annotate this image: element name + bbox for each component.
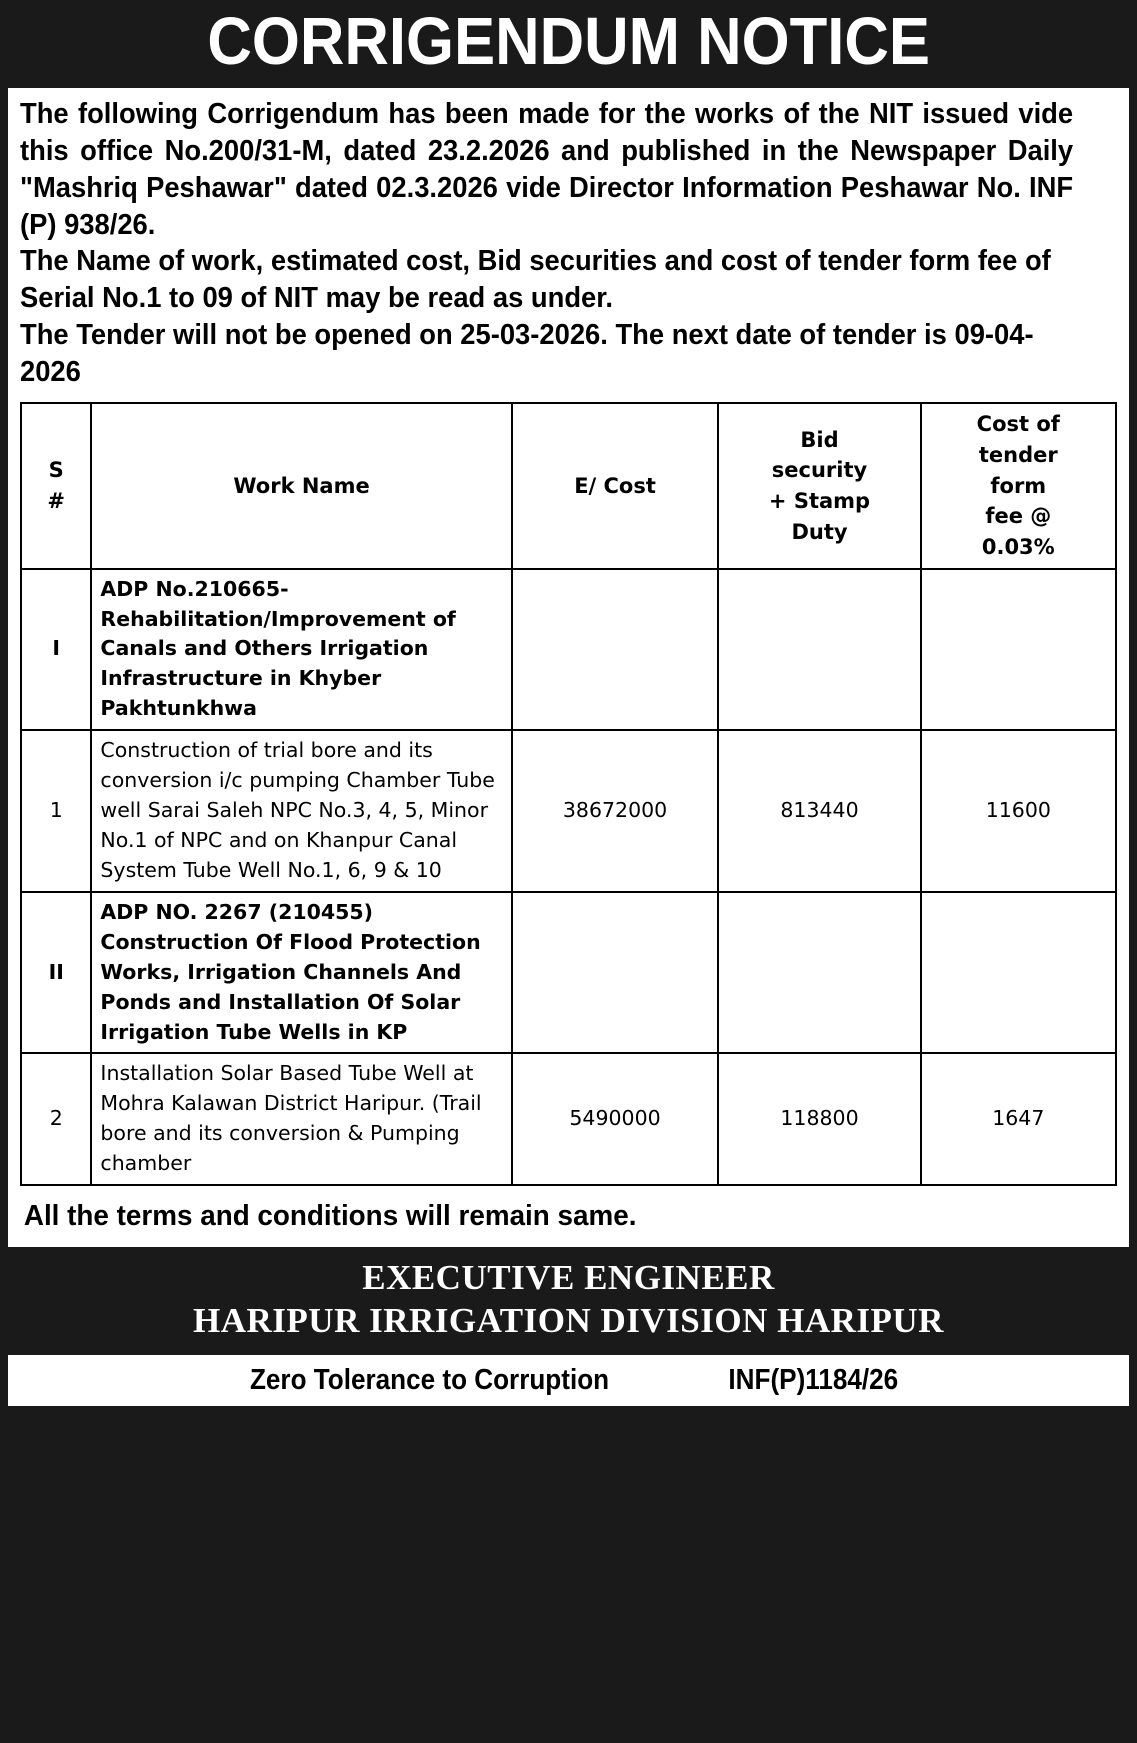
table-row: 1 Construction of trial bore and its con… (19, 729, 1118, 893)
row-bid-security (717, 890, 922, 1055)
row-bid-security: 118800 (717, 1052, 922, 1187)
row-work-name: ADP NO. 2267 (210455) Construction Of Fl… (90, 890, 513, 1055)
row-serial: 2 (19, 1052, 93, 1187)
bottom-padding (0, 1405, 1137, 1416)
column-header-cost-tender-form: Cost of tender form fee @ 0.03% (919, 402, 1118, 570)
bid-head-line2: security (771, 458, 868, 483)
bid-head-line1: Bid (800, 427, 839, 452)
row-e-cost (510, 567, 720, 732)
column-header-work-name: Work Name (90, 402, 513, 570)
row-work-name: Construction of trial bore and its conve… (90, 729, 513, 893)
row-serial: II (19, 890, 93, 1055)
terms-note: All the terms and conditions will remain… (23, 1200, 637, 1233)
signature-office: HARIPUR IRRIGATION DIVISION HARIPUR (193, 1300, 944, 1340)
cost-head-line4: fee @ (985, 504, 1052, 529)
bid-head-line4: Duty (791, 519, 848, 544)
row-serial: 1 (19, 729, 93, 893)
row-e-cost (510, 890, 720, 1055)
intro-text-block: The following Corrigendum has been made … (20, 96, 1073, 390)
table-row: 2 Installation Solar Based Tube Well at … (19, 1052, 1118, 1187)
signature-block: EXECUTIVE ENGINEER HARIPUR IRRIGATION DI… (0, 1247, 1137, 1355)
serial-head-line1: S (48, 458, 64, 483)
corrigendum-table: S # Work Name E/ Cost Bid security + Sta… (19, 402, 1118, 1187)
notice-body: The following Corrigendum has been made … (8, 88, 1129, 1248)
row-cost-tender-form: 1647 (919, 1052, 1118, 1187)
row-cost-tender-form (919, 567, 1118, 732)
title-banner: CORRIGENDUM NOTICE (0, 0, 1137, 89)
row-work-name: Installation Solar Based Tube Well at Mo… (90, 1052, 513, 1187)
cost-head-line3: form (990, 473, 1047, 498)
intro-paragraph-1: The following Corrigendum has been made … (20, 98, 1074, 241)
intro-paragraph-2: The Name of work, estimated cost, Bid se… (20, 245, 1051, 315)
row-e-cost: 38672000 (510, 729, 720, 893)
column-header-serial: S # (19, 402, 93, 570)
page-title: CORRIGENDUM NOTICE (207, 4, 930, 79)
row-cost-tender-form: 11600 (919, 729, 1118, 893)
column-header-bid-security: Bid security + Stamp Duty (717, 402, 922, 570)
row-bid-security (717, 567, 922, 732)
inf-number: INF(P)1184/26 (728, 1363, 898, 1396)
row-e-cost: 5490000 (510, 1052, 720, 1187)
row-cost-tender-form (919, 890, 1118, 1055)
column-header-e-cost: E/ Cost (510, 402, 720, 570)
signature-designation: EXECUTIVE ENGINEER (362, 1258, 775, 1298)
bottom-strip: Zero Tolerance to Corruption INF(P)1184/… (8, 1354, 1129, 1406)
bid-head-line3: + Stamp (768, 488, 871, 513)
table-row: II ADP NO. 2267 (210455) Construction Of… (19, 890, 1118, 1055)
table-header-row: S # Work Name E/ Cost Bid security + Sta… (19, 402, 1118, 570)
row-serial: I (19, 567, 93, 732)
cost-head-line5: 0.03% (981, 534, 1055, 559)
table-row: I ADP No.210665-Rehabilitation/Improveme… (19, 567, 1118, 732)
cost-head-line2: tender (978, 442, 1058, 467)
serial-head-line2: # (47, 488, 66, 513)
row-bid-security: 813440 (717, 729, 922, 893)
row-work-name: ADP No.210665-Rehabilitation/Improvement… (90, 567, 513, 732)
cost-head-line1: Cost of (976, 412, 1060, 437)
intro-paragraph-3: The Tender will not be opened on 25-03-2… (20, 318, 1034, 388)
slogan-text: Zero Tolerance to Corruption (249, 1363, 609, 1396)
